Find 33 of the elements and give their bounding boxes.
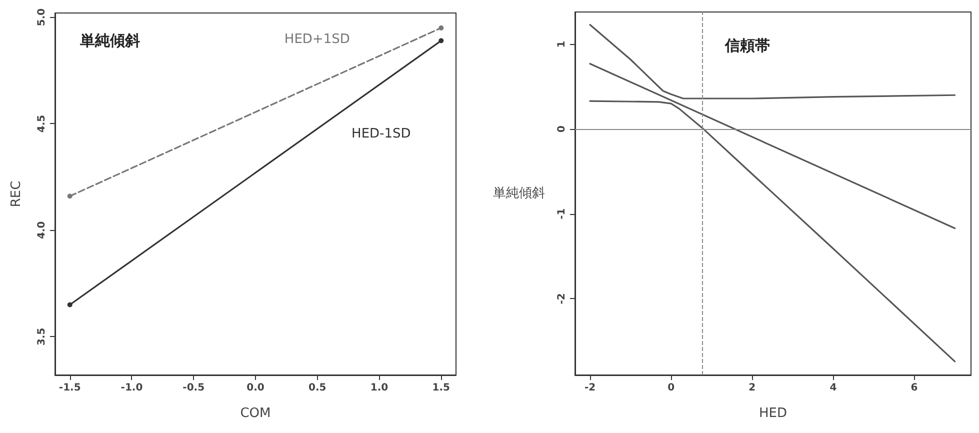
x-tick-label: 1.5	[432, 382, 450, 394]
text: 信頼帯	[724, 36, 770, 54]
series-label: HED+1SD	[284, 32, 350, 47]
x-tick-label: 0	[668, 382, 675, 394]
x-tick-label: 1.0	[370, 382, 388, 394]
x-tick-label: 6	[910, 382, 918, 394]
x-tick-label: -1.5	[58, 382, 81, 394]
y-tick-label: 4.0	[36, 221, 48, 240]
x-tick-label: -0.5	[182, 382, 205, 394]
x-axis-title: COM	[240, 406, 271, 421]
point	[67, 194, 72, 199]
y-tick-label: -2	[556, 293, 568, 304]
x-tick-label: 2	[748, 382, 756, 394]
series-label: HED-1SD	[352, 126, 411, 142]
point	[438, 38, 444, 44]
y-tick-label: 5.0	[36, 8, 48, 26]
x-axis-title: HED	[759, 406, 787, 421]
y-axis-title: 単純傾斜	[493, 186, 545, 201]
line-series	[589, 24, 956, 100]
text: 単純傾斜	[79, 32, 140, 50]
y-tick-label: 1	[556, 40, 568, 48]
point	[438, 25, 444, 30]
y-tick-label: -1	[556, 208, 568, 220]
x-tick-label: -2	[584, 382, 596, 394]
y-tick-label: 4.5	[36, 114, 48, 133]
y-axis-title: REC	[9, 180, 24, 208]
y-tick-label: 3.5	[36, 328, 48, 346]
x-tick-label: -1.0	[120, 382, 143, 394]
x-tick-label: 0.0	[246, 382, 264, 394]
x-tick-label: 4	[830, 382, 837, 394]
point	[67, 302, 72, 308]
x-tick-label: 0.5	[308, 382, 326, 394]
y-tick-label: 0	[556, 126, 568, 133]
